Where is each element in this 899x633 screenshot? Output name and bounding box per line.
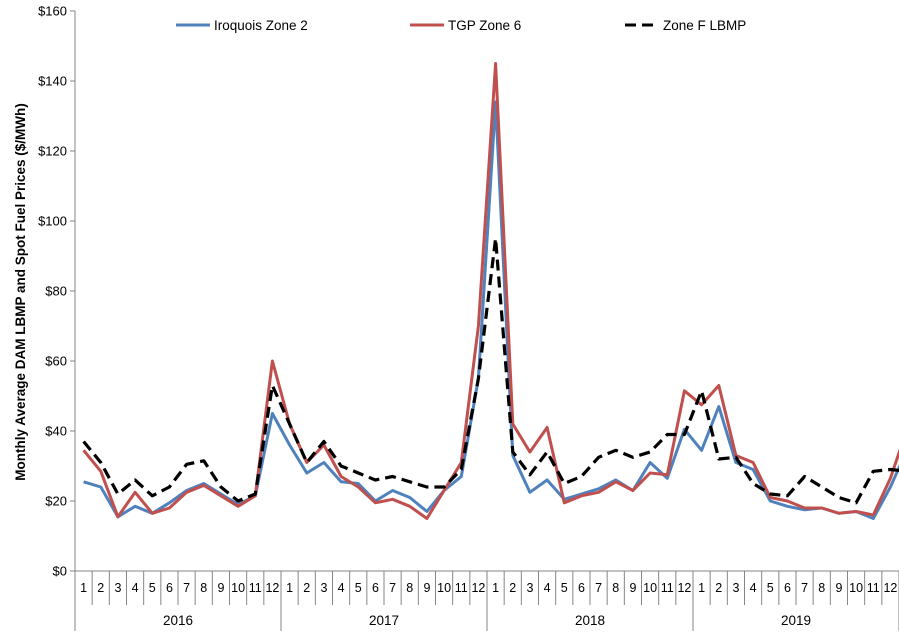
y-tick-label: $60 [45,354,67,369]
month-label: 6 [372,581,379,595]
month-label: 3 [320,581,327,595]
y-tick-label: $0 [53,564,67,579]
y-tick-label: $160 [38,4,67,19]
month-label: 5 [149,581,156,595]
year-label: 2017 [369,613,399,628]
month-label: 3 [114,581,121,595]
month-label: 11 [249,581,262,595]
month-label: 9 [835,581,842,595]
month-label: 8 [818,581,825,595]
month-label: 11 [455,581,468,595]
month-label: 4 [132,581,139,595]
y-axis: $0 $20 $40 $60 $80 $100 $120 $140 $160 [38,4,76,579]
y-axis-title: Monthly Average DAM LBMP and Spot Fuel P… [13,103,28,481]
month-label: 6 [166,581,173,595]
month-label: 12 [265,581,279,595]
legend-label: Zone F LBMP [663,18,746,33]
month-label: 10 [849,581,863,595]
month-label: 10 [437,581,451,595]
series-layer [82,62,899,520]
month-label: 7 [595,581,602,595]
legend-label: Iroquois Zone 2 [214,18,308,33]
year-label: 2019 [781,613,811,628]
month-label: 6 [784,581,791,595]
month-label: 4 [750,581,757,595]
month-label: 10 [643,581,657,595]
month-label: 12 [677,581,691,595]
y-tick-label: $20 [45,494,67,509]
month-label: 8 [612,581,619,595]
month-label: 1 [698,581,705,595]
month-label: 1 [492,581,499,595]
month-label: 3 [526,581,533,595]
month-label: 12 [471,581,485,595]
y-tick-label: $40 [45,424,67,439]
month-label: 4 [338,581,345,595]
legend-label: TGP Zone 6 [448,18,521,33]
month-label: 8 [200,581,207,595]
month-label: 2 [715,581,722,595]
year-label: 2018 [575,613,605,628]
month-label: 9 [629,581,636,595]
month-label: 2 [303,581,310,595]
month-label: 9 [217,581,224,595]
month-label: 8 [406,581,413,595]
series-line-tgp-zone-6 [82,62,899,520]
month-label: 7 [389,581,396,595]
month-label: 5 [767,581,774,595]
month-label: 7 [801,581,808,595]
y-tick-label: $80 [45,284,67,299]
y-tick-label: $100 [38,214,67,229]
series-line-zone-f-lbmp [82,236,899,505]
month-label: 1 [286,581,293,595]
month-label: 4 [544,581,551,595]
month-label: 6 [578,581,585,595]
year-label: 2016 [163,613,193,628]
month-label: 2 [97,581,104,595]
series-line-iroquois-zone-2 [83,100,899,520]
month-label: 7 [183,581,190,595]
month-label: 1 [80,581,87,595]
month-label: 10 [231,581,245,595]
month-label: 3 [732,581,739,595]
month-label: 5 [355,581,362,595]
legend: Iroquois Zone 2 TGP Zone 6 Zone F LBMP [176,18,746,33]
month-label: 11 [867,581,880,595]
month-label: 11 [661,581,674,595]
month-label: 9 [423,581,430,595]
month-label: 5 [561,581,568,595]
y-tick-label: $120 [38,144,67,159]
month-label: 2 [509,581,516,595]
month-label: 12 [883,581,897,595]
y-tick-label: $140 [38,74,67,89]
